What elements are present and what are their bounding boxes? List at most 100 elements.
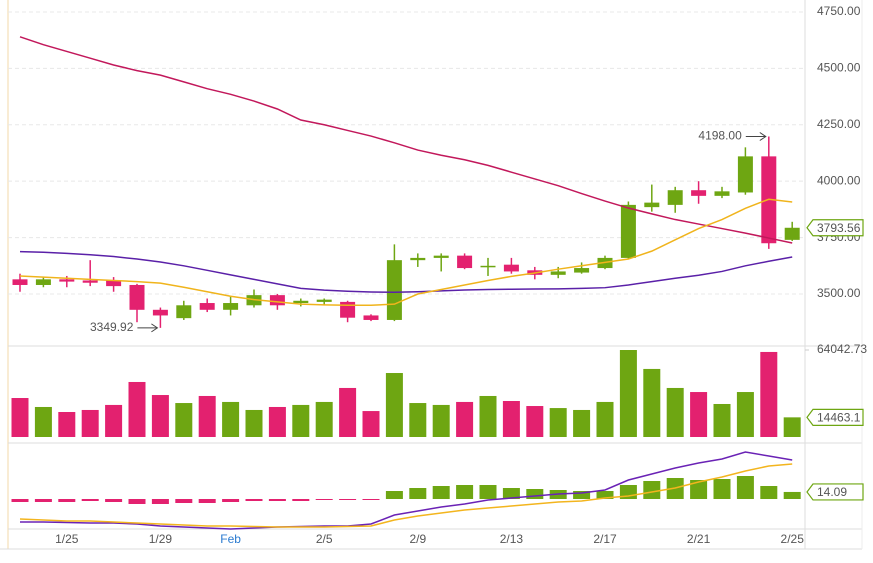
volume-bar bbox=[736, 392, 754, 437]
line-series bbox=[19, 198, 793, 307]
macd-bar bbox=[268, 499, 286, 501]
candle-body bbox=[667, 190, 683, 205]
macd-bar bbox=[573, 491, 591, 499]
volume-bar bbox=[666, 387, 684, 437]
macd-bar bbox=[643, 481, 661, 499]
last-value-label: 14463.1 bbox=[817, 411, 861, 425]
x-tick-label: 2/25 bbox=[781, 532, 805, 546]
volume-bar bbox=[619, 350, 637, 437]
macd-bar bbox=[713, 479, 731, 499]
line-series bbox=[19, 250, 793, 293]
annotation-label: 3349.92 bbox=[90, 320, 134, 334]
macd-bar bbox=[432, 486, 450, 499]
macd-bar bbox=[58, 499, 76, 502]
volume-bar bbox=[198, 395, 216, 437]
candle-body bbox=[152, 309, 168, 316]
y-tick-label: 3500.00 bbox=[817, 286, 861, 300]
volume-bar bbox=[596, 401, 614, 437]
line-series bbox=[19, 463, 793, 528]
macd-bar bbox=[690, 480, 708, 499]
volume-bar bbox=[549, 408, 567, 437]
x-tick-label: 2/5 bbox=[316, 532, 333, 546]
candle-body bbox=[199, 303, 215, 310]
macd-bar bbox=[105, 499, 123, 502]
candle-body bbox=[550, 271, 566, 275]
candle-body bbox=[223, 303, 239, 310]
volume-bar bbox=[58, 412, 76, 437]
volume-bar bbox=[783, 417, 801, 437]
candle-body bbox=[106, 280, 122, 287]
candle-body bbox=[340, 301, 356, 318]
macd-bar bbox=[362, 499, 380, 500]
candle-body bbox=[269, 295, 285, 306]
candle-body bbox=[129, 284, 145, 310]
volume-bar bbox=[128, 381, 146, 437]
candle-body bbox=[35, 279, 51, 285]
line-series bbox=[19, 36, 793, 244]
candle-body bbox=[363, 315, 379, 320]
last-value-box bbox=[806, 483, 864, 501]
macd-bar bbox=[198, 499, 216, 503]
candle-body bbox=[59, 279, 75, 282]
candle-body bbox=[503, 264, 519, 272]
volume-bar bbox=[456, 401, 474, 437]
macd-bar bbox=[34, 499, 52, 502]
x-tick-label: 1/25 bbox=[55, 532, 79, 546]
line-series bbox=[20, 451, 793, 530]
volume-bar bbox=[34, 406, 52, 437]
x-tick-label: 1/29 bbox=[149, 532, 173, 546]
macd-bar bbox=[175, 499, 193, 503]
macd-bar bbox=[128, 499, 146, 504]
macd-bar bbox=[315, 499, 333, 500]
macd-bar bbox=[502, 488, 520, 499]
y-tick-label: 4250.00 bbox=[817, 117, 861, 131]
macd-bar bbox=[245, 499, 263, 501]
macd-bar bbox=[385, 491, 403, 499]
macd-bar bbox=[783, 491, 801, 499]
volume-bar bbox=[245, 409, 263, 437]
volume-bar bbox=[268, 406, 286, 437]
volume-bar bbox=[526, 406, 544, 437]
annotation-label: 4198.00 bbox=[698, 129, 742, 143]
candle-body bbox=[176, 305, 192, 319]
macd-bar bbox=[760, 486, 778, 499]
last-value-label: 14.09 bbox=[817, 485, 847, 499]
volume-bar bbox=[385, 373, 403, 437]
last-value-box bbox=[806, 408, 864, 426]
candle-body bbox=[316, 299, 332, 302]
macd-bar bbox=[292, 499, 310, 501]
x-tick-label: Feb bbox=[220, 532, 241, 546]
macd-bar bbox=[339, 499, 357, 500]
volume-bar bbox=[222, 401, 240, 437]
x-tick-label: 2/13 bbox=[500, 532, 524, 546]
x-tick-label: 2/9 bbox=[409, 532, 426, 546]
candle-body bbox=[714, 191, 730, 196]
volume-bar bbox=[432, 404, 450, 437]
y-tick-label: 64042.73 bbox=[817, 342, 867, 356]
volume-bar bbox=[760, 351, 778, 437]
volume-bar bbox=[339, 387, 357, 437]
macd-bar bbox=[81, 499, 99, 501]
volume-bar bbox=[713, 403, 731, 437]
volume-bar bbox=[690, 392, 708, 437]
volume-bar bbox=[409, 403, 427, 437]
annotation-arrowhead bbox=[759, 132, 767, 141]
candle-body bbox=[410, 257, 426, 261]
candle-body bbox=[644, 202, 660, 208]
candle-body bbox=[386, 260, 402, 320]
volume-bar bbox=[81, 409, 99, 437]
volume-bar bbox=[151, 395, 169, 437]
volume-bar bbox=[105, 404, 123, 437]
macd-bar bbox=[151, 499, 169, 504]
macd-bar bbox=[736, 476, 754, 499]
annotation-arrowhead bbox=[151, 323, 159, 333]
last-value-box bbox=[806, 219, 864, 237]
candle-body bbox=[620, 204, 636, 258]
volume-bar bbox=[175, 403, 193, 437]
candle-body bbox=[691, 190, 707, 196]
volume-bar bbox=[315, 401, 333, 437]
candle-body bbox=[82, 280, 98, 283]
x-tick-label: 2/17 bbox=[593, 532, 617, 546]
macd-bar bbox=[456, 485, 474, 499]
